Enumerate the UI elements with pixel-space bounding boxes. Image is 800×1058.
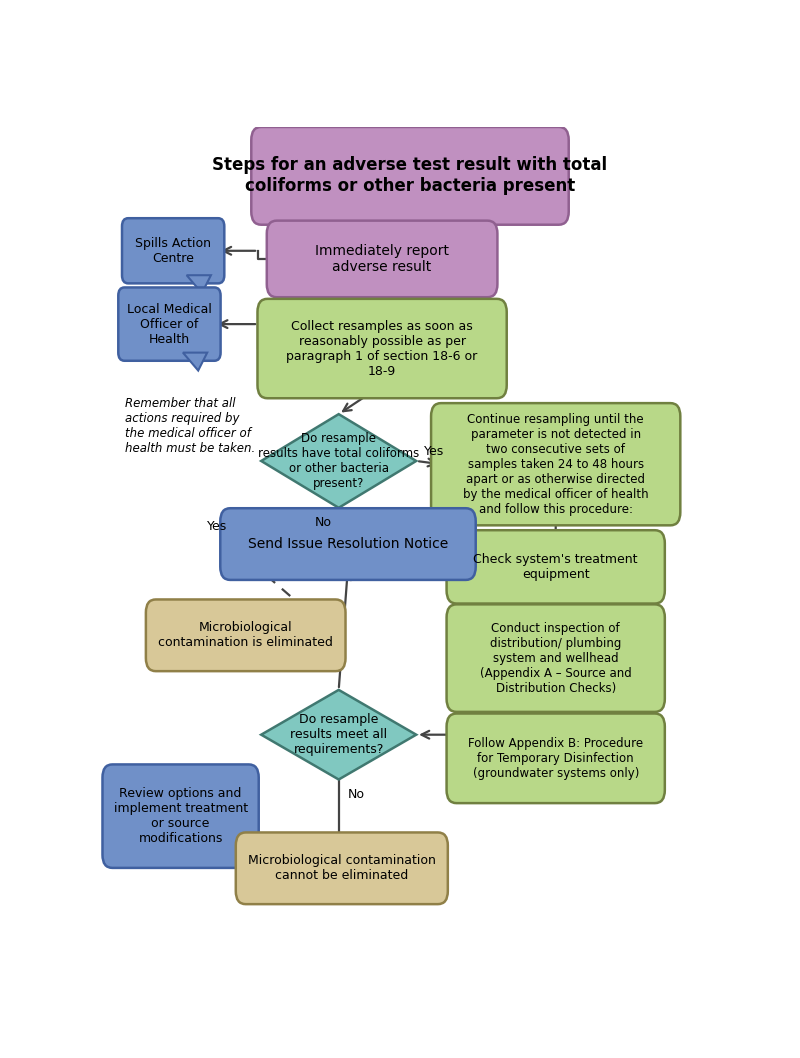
FancyBboxPatch shape (122, 218, 224, 284)
Text: Continue resampling until the
parameter is not detected in
two consecutive sets : Continue resampling until the parameter … (463, 413, 649, 515)
Text: Local Medical
Officer of
Health: Local Medical Officer of Health (127, 303, 212, 346)
Text: Immediately report
adverse result: Immediately report adverse result (315, 243, 449, 274)
Polygon shape (183, 352, 207, 370)
FancyBboxPatch shape (146, 600, 346, 671)
FancyBboxPatch shape (258, 298, 506, 398)
Text: Check system's treatment
equipment: Check system's treatment equipment (474, 553, 638, 581)
Polygon shape (262, 690, 416, 780)
FancyBboxPatch shape (446, 604, 665, 712)
Text: Remember that all
actions required by
the medical officer of
health must be take: Remember that all actions required by th… (125, 398, 255, 455)
Text: Microbiological contamination
cannot be eliminated: Microbiological contamination cannot be … (248, 854, 436, 882)
Text: Yes: Yes (424, 444, 444, 458)
Text: Yes: Yes (207, 519, 227, 532)
FancyBboxPatch shape (102, 765, 258, 868)
Text: Do resample
results have total coliforms
or other bacteria
present?: Do resample results have total coliforms… (258, 432, 419, 490)
FancyBboxPatch shape (220, 508, 476, 580)
Text: Collect resamples as soon as
reasonably possible as per
paragraph 1 of section 1: Collect resamples as soon as reasonably … (286, 320, 478, 378)
Text: Review options and
implement treatment
or source
modifications: Review options and implement treatment o… (114, 787, 248, 845)
FancyBboxPatch shape (266, 221, 498, 297)
Text: Send Issue Resolution Notice: Send Issue Resolution Notice (248, 537, 448, 551)
FancyBboxPatch shape (446, 530, 665, 603)
FancyBboxPatch shape (236, 833, 448, 905)
Text: Spills Action
Centre: Spills Action Centre (135, 237, 211, 264)
Text: No: No (348, 787, 365, 801)
FancyBboxPatch shape (251, 127, 569, 224)
FancyBboxPatch shape (118, 288, 221, 361)
Polygon shape (186, 275, 211, 293)
Text: Steps for an adverse test result with total
coliforms or other bacteria present: Steps for an adverse test result with to… (213, 157, 607, 196)
Text: Conduct inspection of
distribution/ plumbing
system and wellhead
(Appendix A – S: Conduct inspection of distribution/ plum… (480, 622, 631, 695)
FancyBboxPatch shape (446, 713, 665, 803)
Polygon shape (262, 414, 416, 508)
Text: Do resample
results meet all
requirements?: Do resample results meet all requirement… (290, 713, 387, 756)
Text: No: No (314, 516, 332, 529)
Text: Microbiological
contamination is eliminated: Microbiological contamination is elimina… (158, 621, 333, 650)
Text: Follow Appendix B: Procedure
for Temporary Disinfection
(groundwater systems onl: Follow Appendix B: Procedure for Tempora… (468, 736, 643, 780)
FancyBboxPatch shape (431, 403, 680, 526)
